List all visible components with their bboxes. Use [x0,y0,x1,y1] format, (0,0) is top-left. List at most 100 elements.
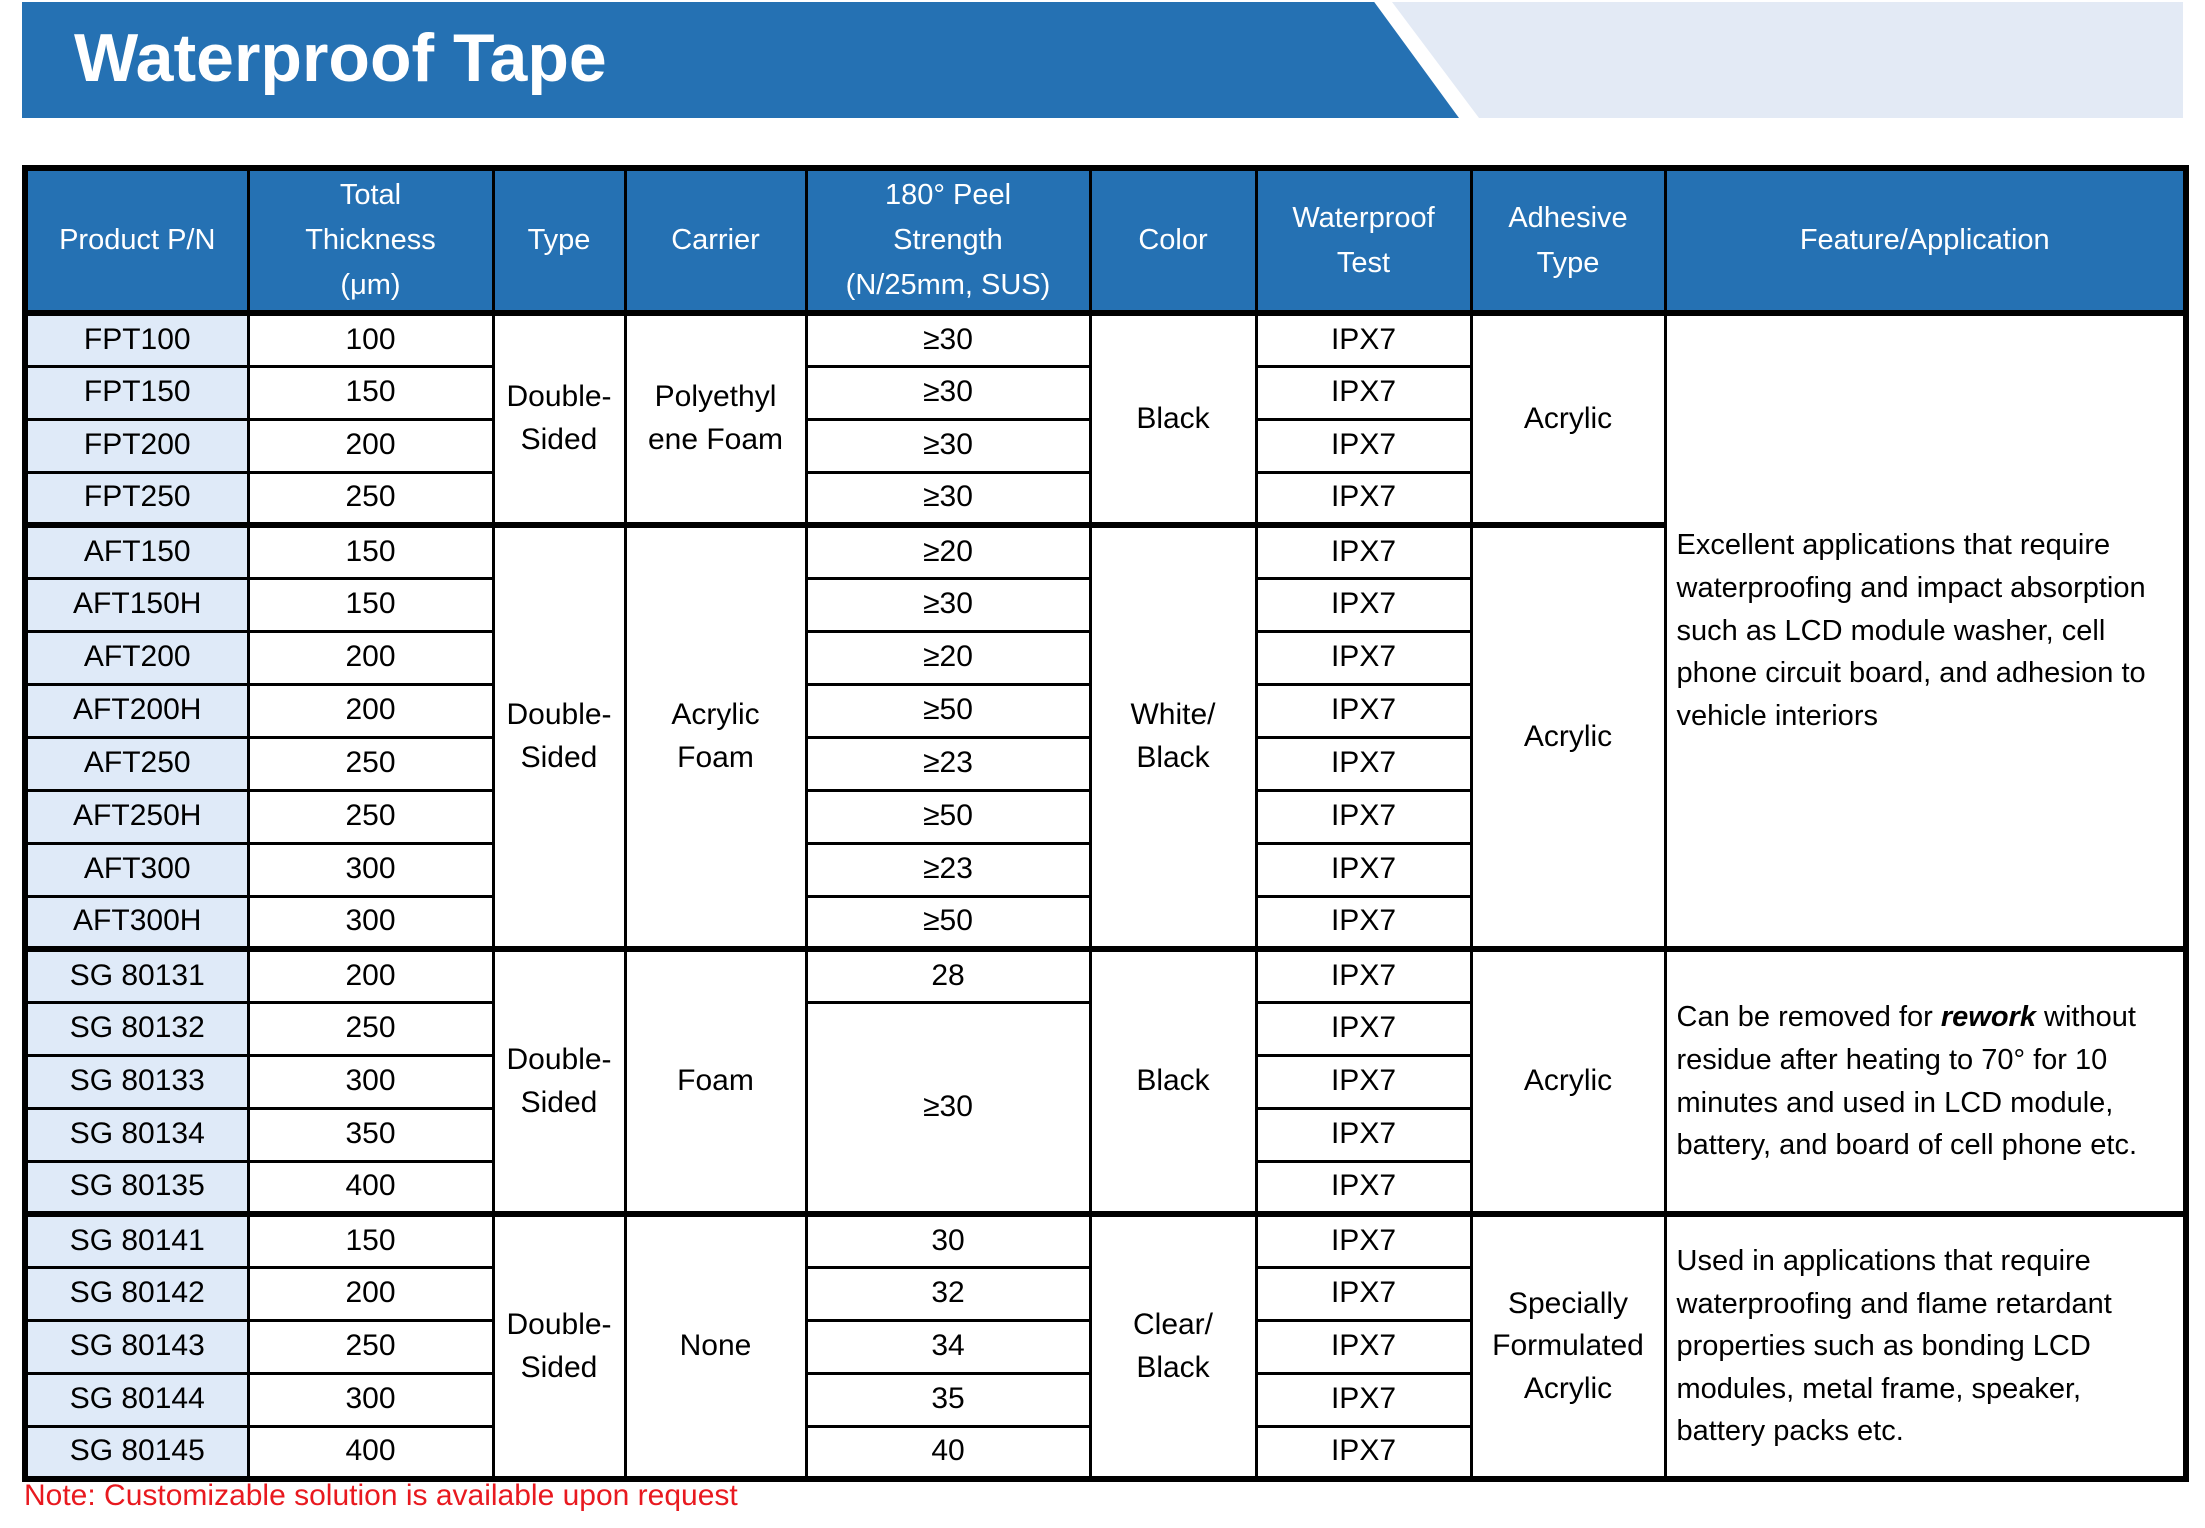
cell-product-pn: AFT300H [23,894,250,951]
cell-test: IPX7 [1254,1424,1473,1481]
cell-test: IPX7 [1254,788,1473,845]
cell-color: Black [1088,946,1258,1216]
feature-text: Can be removed for [1676,1001,1941,1034]
cell-thickness: 350 [246,1106,495,1163]
cell-type: Double- Sided [491,946,627,1216]
cell-test: IPX7 [1254,946,1473,1004]
cell-test: IPX7 [1254,894,1473,951]
cell-thickness: 300 [246,1053,495,1110]
cell-thickness: 300 [246,1371,495,1428]
cell-peel: 34 [804,1318,1092,1375]
table-row: SG 80133 300 IPX7 [23,1053,2186,1110]
cell-thickness: 400 [246,1424,495,1481]
column-header-adhesive-type: Adhesive Type [1469,166,1667,316]
cell-product-pn: SG 80144 [23,1371,250,1428]
cell-test: IPX7 [1254,1053,1473,1110]
cell-peel: ≥30 [804,364,1092,421]
cell-product-pn: FPT100 [23,311,250,368]
cell-product-pn: AFT250 [23,735,250,792]
footnote: Note: Customizable solution is available… [24,1479,738,1512]
cell-product-pn: AFT250H [23,788,250,845]
cell-color: Black [1088,311,1258,527]
cell-peel: ≥23 [804,841,1092,898]
cell-product-pn: FPT200 [23,417,250,474]
header-row: Product P/N Total Thickness (μm) Type Ca… [23,166,2188,316]
cell-color: White/ Black [1088,522,1258,951]
table-row: SG 80142 200 32 IPX7 [23,1265,2186,1322]
column-header-type: Type [491,166,627,316]
cell-carrier: Polyethyl ene Foam [623,311,808,527]
column-header-product-pn: Product P/N [23,166,250,316]
column-header-waterproof-test: Waterproof Test [1254,166,1473,316]
cell-test: IPX7 [1254,1211,1473,1269]
cell-thickness: 150 [246,1211,495,1269]
header-banner: Waterproof Tape [22,2,1459,118]
cell-test: IPX7 [1254,576,1473,633]
column-header-color: Color [1088,166,1258,316]
table-row: SG 80141 150 Double- Sided None 30 Clear… [23,1211,2188,1481]
spec-table: Product P/N Total Thickness (μm) Type Ca… [22,165,2189,1482]
cell-product-pn: AFT150H [23,576,250,633]
cell-thickness: 300 [246,894,495,951]
cell-carrier: Foam [623,946,808,1216]
cell-test: IPX7 [1254,522,1473,580]
cell-product-pn: SG 80134 [23,1106,250,1163]
cell-peel: 40 [804,1424,1092,1481]
cell-thickness: 200 [246,946,495,1004]
table-row: FPT200 200 ≥30 IPX7 [23,417,2186,474]
cell-peel: 35 [804,1371,1092,1428]
table-row: SG 80135 400 IPX7 [23,1159,2186,1216]
page-title: Waterproof Tape [74,20,607,96]
cell-type: Double- Sided [491,522,627,951]
table-row: AFT300 300 ≥23 IPX7 [23,841,2186,898]
cell-product-pn: SG 80143 [23,1318,250,1375]
cell-thickness: 250 [246,1318,495,1375]
cell-thickness: 400 [246,1159,495,1216]
column-header-carrier: Carrier [623,166,808,316]
cell-adhesive: Acrylic [1469,311,1667,527]
cell-peel: ≥20 [804,629,1092,686]
table-row: AFT150H 150 ≥30 IPX7 [23,576,2186,633]
cell-test: IPX7 [1254,1106,1473,1163]
cell-product-pn: AFT300 [23,841,250,898]
column-header-total-thickness: Total Thickness (μm) [246,166,495,316]
cell-product-pn: FPT250 [23,470,250,527]
cell-product-pn: SG 80132 [23,1000,250,1057]
cell-test: IPX7 [1254,1159,1473,1216]
table-row: SG 80132 250 ≥30 IPX7 [23,1000,2186,1216]
cell-product-pn: AFT150 [23,522,250,580]
cell-product-pn: SG 80135 [23,1159,250,1216]
table-row: AFT300H 300 ≥50 IPX7 [23,894,2186,951]
cell-color: Clear/ Black [1088,1211,1258,1481]
table-row: AFT200 200 ≥20 IPX7 [23,629,2186,686]
cell-product-pn: AFT200H [23,682,250,739]
cell-peel: ≥50 [804,788,1092,845]
cell-adhesive: Acrylic [1469,946,1667,1216]
cell-test: IPX7 [1254,417,1473,474]
cell-peel: ≥23 [804,735,1092,792]
cell-carrier: Acrylic Foam [623,522,808,951]
cell-peel: ≥20 [804,522,1092,580]
table-row: FPT100 100 Double- Sided Polyethyl ene F… [23,311,2188,951]
cell-thickness: 250 [246,735,495,792]
cell-thickness: 150 [246,522,495,580]
cell-test: IPX7 [1254,629,1473,686]
feature-text: without residue after heating to 70° for… [1676,1001,2138,1162]
cell-test: IPX7 [1254,682,1473,739]
cell-peel: ≥50 [804,894,1092,951]
cell-thickness: 200 [246,682,495,739]
banner-accent-shape [1392,2,2183,118]
cell-test: IPX7 [1254,311,1473,368]
cell-peel: ≥30 [804,417,1092,474]
table-row: SG 80131 200 Double- Sided Foam 28 Black… [23,946,2188,1216]
cell-carrier: None [623,1211,808,1481]
cell-test: IPX7 [1254,841,1473,898]
cell-peel-merged: ≥30 [804,1000,1092,1216]
cell-thickness: 150 [246,576,495,633]
cell-thickness: 250 [246,788,495,845]
cell-product-pn: SG 80145 [23,1424,250,1481]
cell-thickness: 100 [246,311,495,368]
cell-test: IPX7 [1254,470,1473,527]
cell-thickness: 200 [246,417,495,474]
table-row: AFT250 250 ≥23 IPX7 [23,735,2186,792]
